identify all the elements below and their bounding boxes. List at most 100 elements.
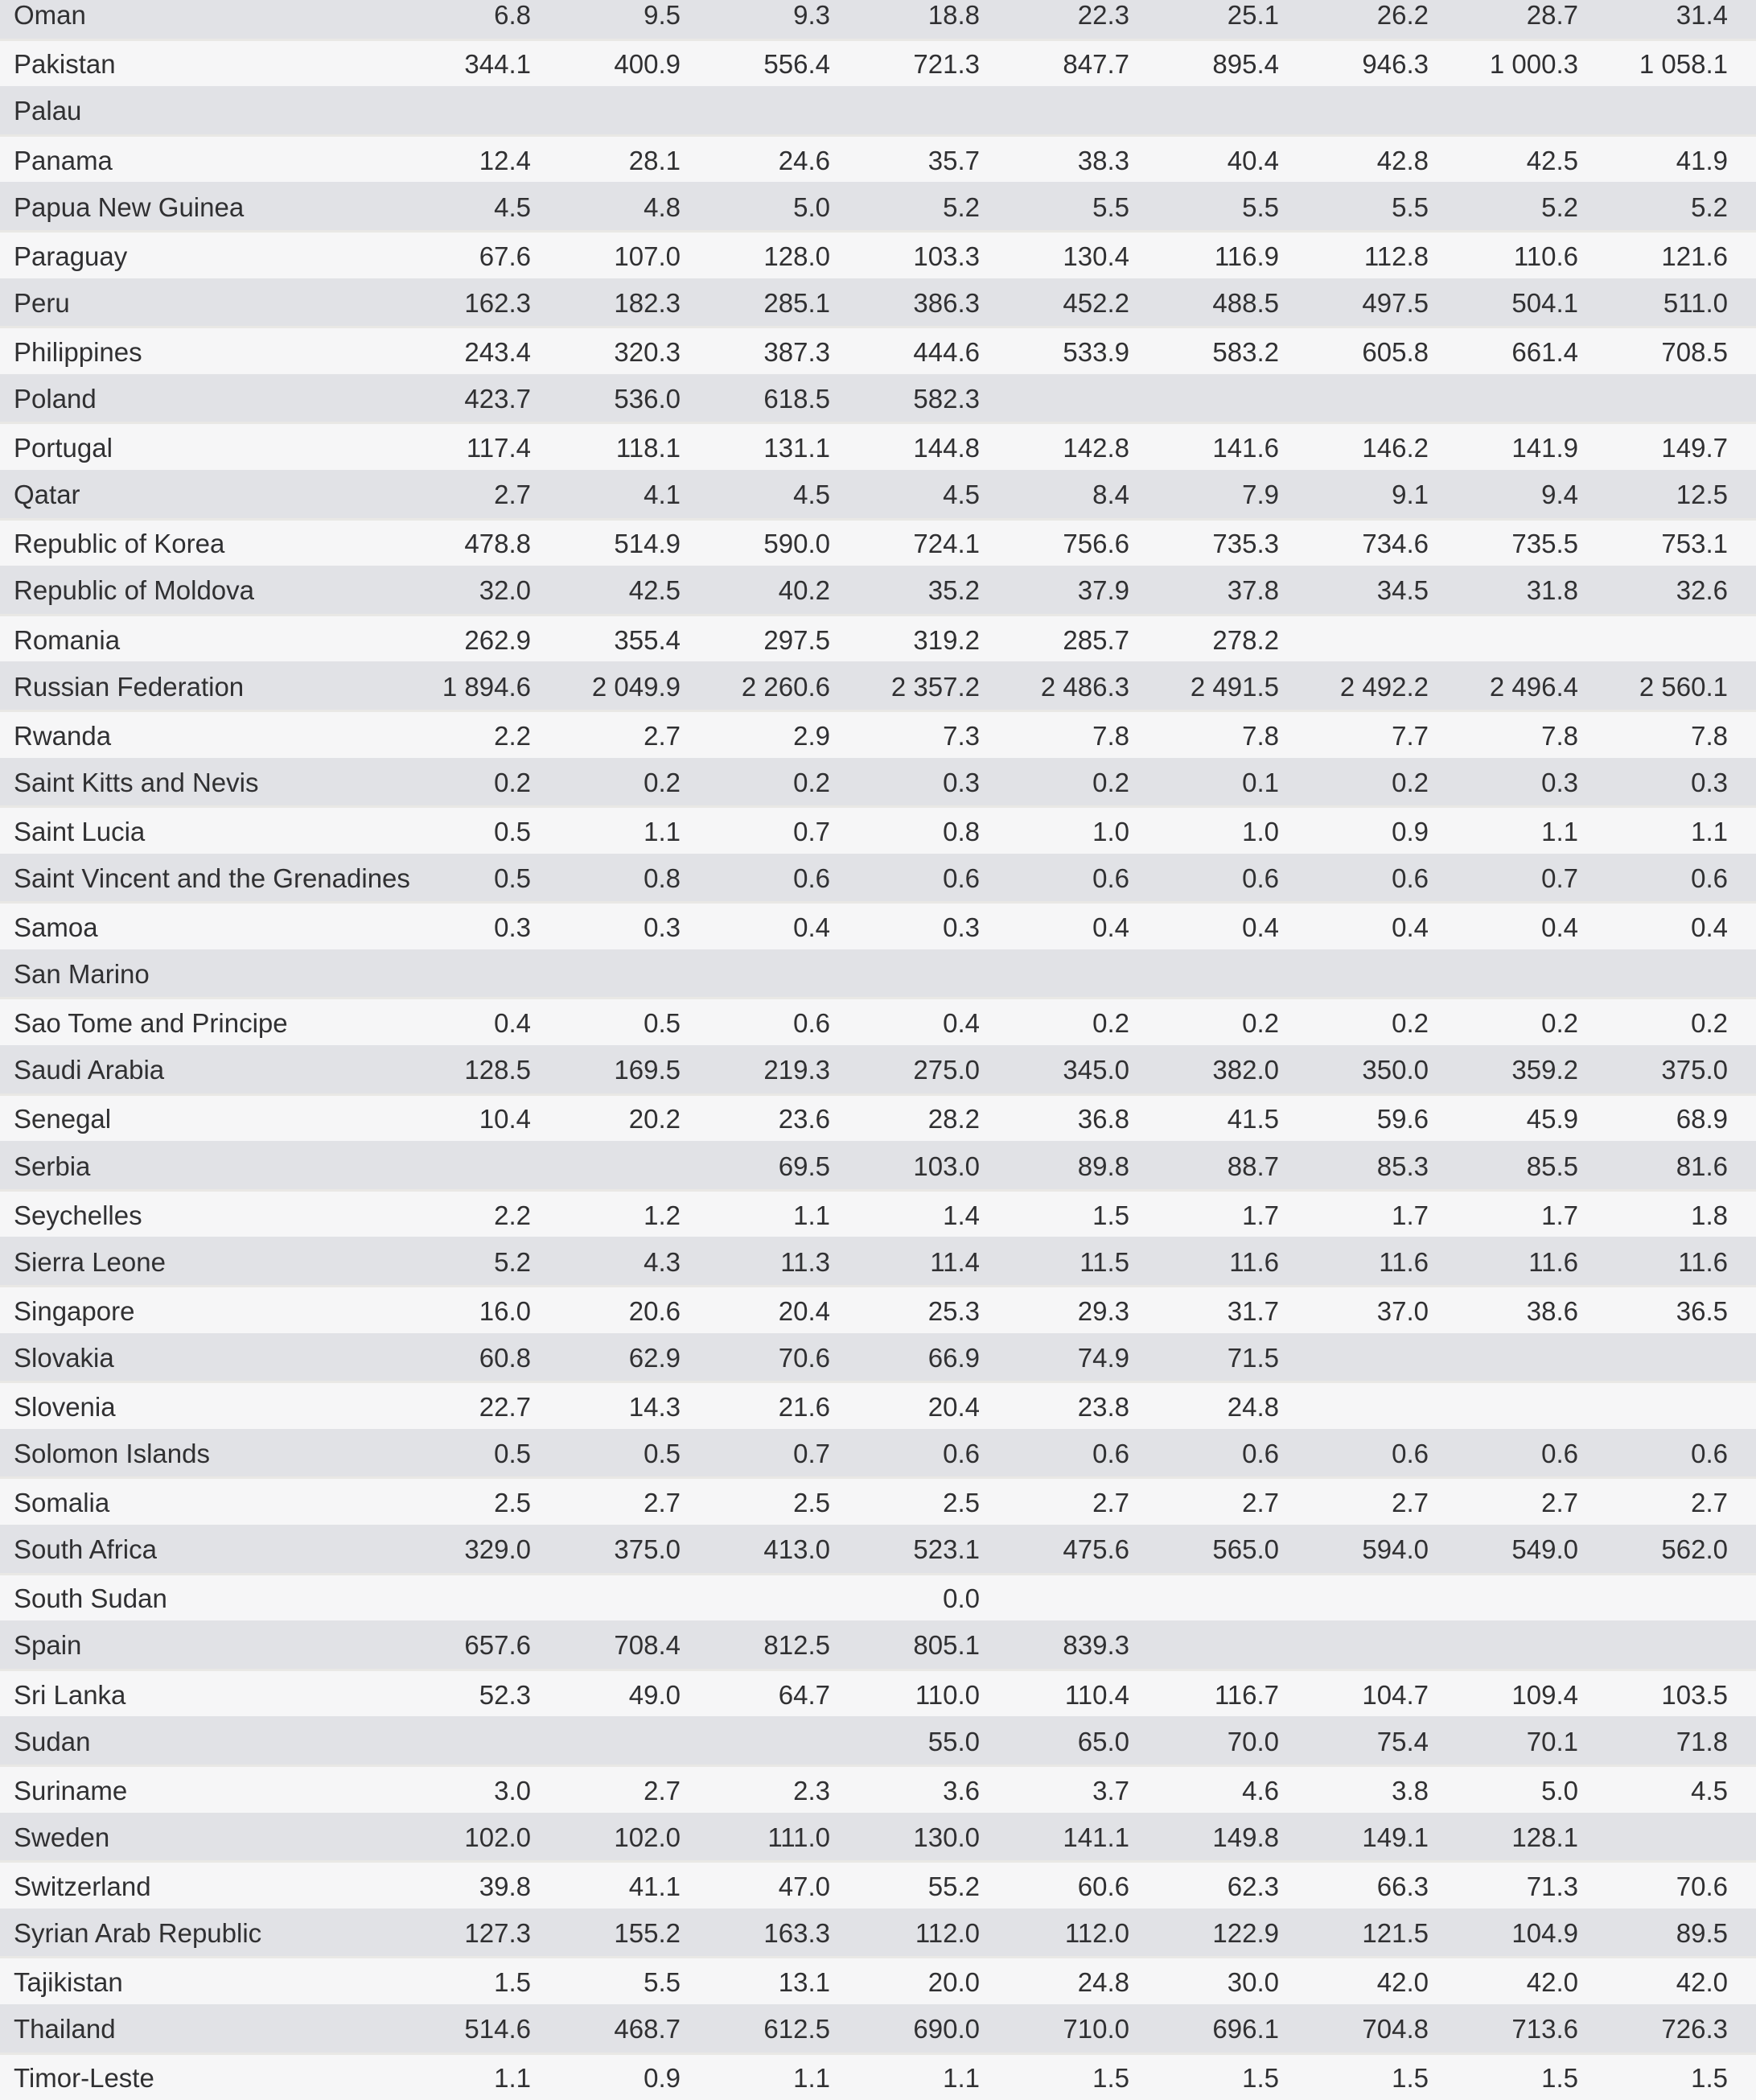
value-cell bbox=[1279, 1356, 1429, 1357]
value-cell: 0.3 bbox=[1541, 767, 1578, 797]
table-row: Spain 657.6 708.4 812.5 805.1 839.3 bbox=[0, 1620, 1756, 1669]
value-cell: 127.3 bbox=[464, 1918, 531, 1949]
value-cell: 497.5 bbox=[1362, 287, 1429, 318]
country-name: Saint Kitts and Nevis bbox=[14, 767, 259, 797]
country-name: Saudi Arabia bbox=[14, 1055, 165, 1085]
value-cell: 0.1 bbox=[1242, 767, 1279, 797]
value-cell: 0.4 bbox=[1541, 912, 1578, 943]
table-row: Palau bbox=[0, 86, 1756, 134]
value-cell: 146.2 bbox=[1362, 433, 1429, 463]
table-row: Sierra Leone 5.2 4.3 11.3 11.4 11.5 11.6 11.6 11… bbox=[0, 1237, 1756, 1286]
value-cell: 345.0 bbox=[1063, 1055, 1129, 1085]
value-cell: 523.1 bbox=[913, 1534, 980, 1565]
value-cell: 452.2 bbox=[1063, 287, 1129, 318]
table-row: Oman 6.8 9.5 9.3 18.8 22.3 25.1 26.2 28.7 31.4 bbox=[0, 0, 1756, 39]
country-name: Sao Tome and Principe bbox=[14, 1008, 288, 1039]
value-cell: 149.7 bbox=[1661, 433, 1728, 463]
value-cell: 0.8 bbox=[644, 863, 681, 893]
country-name: Republic of Korea bbox=[14, 529, 225, 559]
value-cell: 67.6 bbox=[479, 241, 531, 271]
value-cell: 278.2 bbox=[1212, 624, 1279, 655]
value-cell: 22.7 bbox=[479, 1392, 531, 1423]
value-cell bbox=[1279, 109, 1429, 111]
table-row: Russian Federation 1 894.6 2 049.9 2 260.6 2… bbox=[0, 661, 1756, 710]
value-cell: 182.3 bbox=[614, 287, 681, 318]
value-cell: 41.9 bbox=[1676, 145, 1728, 175]
value-cell: 2.7 bbox=[644, 1488, 681, 1518]
value-cell bbox=[681, 109, 830, 111]
value-cell: 5.5 bbox=[644, 1967, 681, 1998]
value-cell: 735.3 bbox=[1212, 529, 1279, 559]
value-cell bbox=[1279, 638, 1429, 640]
value-cell: 735.5 bbox=[1511, 529, 1578, 559]
value-cell bbox=[1129, 973, 1279, 974]
value-cell: 0.5 bbox=[644, 1439, 681, 1469]
value-cell bbox=[1429, 1644, 1578, 1645]
value-cell: 0.6 bbox=[1691, 1439, 1728, 1469]
value-cell: 583.2 bbox=[1212, 336, 1279, 367]
value-cell bbox=[1429, 1356, 1578, 1357]
country-name: South Africa bbox=[14, 1534, 157, 1565]
value-cell bbox=[531, 1597, 681, 1599]
value-cell: 657.6 bbox=[464, 1630, 531, 1661]
value-cell: 2.2 bbox=[494, 720, 531, 751]
value-cell: 7.9 bbox=[1242, 480, 1279, 510]
value-cell: 1.4 bbox=[943, 1200, 980, 1230]
value-cell: 12.5 bbox=[1676, 480, 1728, 510]
value-cell: 25.3 bbox=[927, 1295, 980, 1326]
value-cell: 89.8 bbox=[1077, 1151, 1129, 1181]
value-cell: 5.2 bbox=[1691, 191, 1728, 222]
country-name: South Sudan bbox=[14, 1583, 167, 1614]
value-cell: 55.2 bbox=[927, 1871, 980, 1901]
value-cell bbox=[381, 1164, 531, 1166]
country-name: Samoa bbox=[14, 912, 98, 943]
value-cell bbox=[1578, 1835, 1756, 1837]
table-row: Seychelles 2.2 1.2 1.1 1.4 1.5 1.7 1.7 1.7 1.8 bbox=[0, 1188, 1756, 1237]
value-cell bbox=[1429, 1406, 1578, 1407]
value-cell: 169.5 bbox=[614, 1055, 681, 1085]
country-name: Romania bbox=[14, 624, 121, 655]
value-cell: 5.5 bbox=[1392, 191, 1429, 222]
value-cell: 478.8 bbox=[464, 529, 531, 559]
value-cell: 0.6 bbox=[1242, 1439, 1279, 1469]
value-cell: 386.3 bbox=[913, 287, 980, 318]
value-cell: 7.8 bbox=[1092, 720, 1129, 751]
value-cell: 103.5 bbox=[1661, 1679, 1728, 1710]
country-name: Saint Lucia bbox=[14, 816, 146, 846]
value-cell: 1.1 bbox=[793, 1200, 830, 1230]
value-cell: 444.6 bbox=[913, 336, 980, 367]
value-cell: 5.0 bbox=[793, 191, 830, 222]
value-cell: 66.3 bbox=[1376, 1871, 1429, 1901]
value-cell: 533.9 bbox=[1063, 336, 1129, 367]
value-cell: 131.1 bbox=[763, 433, 830, 463]
table-row: Philippines 243.4 320.3 387.3 444.6 533.9 583.… bbox=[0, 326, 1756, 374]
country-name: Somalia bbox=[14, 1488, 110, 1518]
value-cell: 5.5 bbox=[1092, 191, 1129, 222]
value-cell bbox=[980, 109, 1129, 111]
value-cell: 35.2 bbox=[927, 575, 980, 606]
value-cell: 141.1 bbox=[1063, 1822, 1129, 1852]
value-cell: 66.9 bbox=[927, 1342, 980, 1373]
value-cell: 0.2 bbox=[1392, 1008, 1429, 1039]
value-cell: 4.5 bbox=[494, 191, 531, 222]
value-cell: 355.4 bbox=[614, 624, 681, 655]
country-name: Switzerland bbox=[14, 1871, 151, 1901]
country-name: Sierra Leone bbox=[14, 1246, 166, 1277]
value-cell: 37.0 bbox=[1376, 1295, 1429, 1326]
value-cell: 40.4 bbox=[1227, 145, 1279, 175]
value-cell: 0.4 bbox=[1691, 912, 1728, 943]
value-cell: 2 357.2 bbox=[890, 671, 980, 702]
country-name: Paraguay bbox=[14, 241, 128, 271]
value-cell: 11.6 bbox=[1678, 1246, 1728, 1277]
value-cell: 42.5 bbox=[628, 575, 681, 606]
value-cell: 28.2 bbox=[927, 1104, 980, 1134]
value-cell: 71.3 bbox=[1526, 1871, 1578, 1901]
table-row: Romania 262.9 355.4 297.5 319.2 285.7 278.2 bbox=[0, 613, 1756, 662]
value-cell: 2.7 bbox=[644, 1775, 681, 1806]
value-cell: 141.6 bbox=[1212, 433, 1279, 463]
value-cell: 812.5 bbox=[763, 1630, 830, 1661]
table-row: Poland 423.7 536.0 618.5 582.3 bbox=[0, 373, 1756, 422]
table-row: Sao Tome and Principe 0.4 0.5 0.6 0.4 0.2 0.2 0… bbox=[0, 997, 1756, 1046]
table-row: Saint Vincent and the Grenadines 0.5 0.8 0.… bbox=[0, 853, 1756, 902]
value-cell bbox=[1279, 397, 1429, 399]
